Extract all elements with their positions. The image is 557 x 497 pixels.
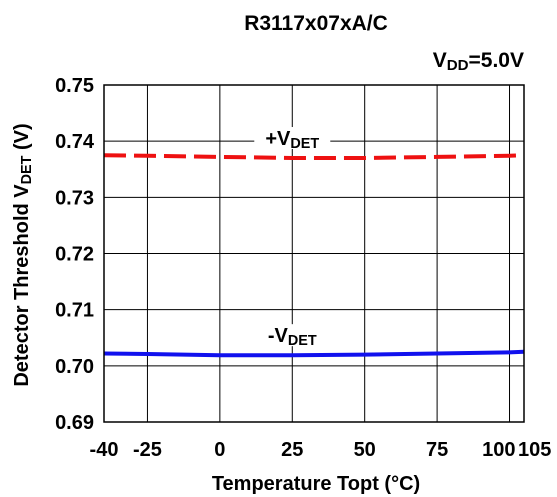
y-tick-label: 0.69 — [55, 412, 94, 434]
x-tick-label: 0 — [214, 439, 225, 461]
series-labels: +VDET -VDET — [254, 127, 331, 349]
chart-title: R3117x07xA/C — [244, 12, 388, 35]
x-tick-label: 75 — [426, 439, 448, 461]
x-tick-label: 105 — [518, 439, 551, 461]
y-tick-label: 0.72 — [55, 244, 94, 266]
y-tick-label: 0.70 — [55, 356, 94, 378]
series-label-bg — [254, 324, 331, 347]
series-label: -VDET — [268, 325, 317, 349]
x-axis-label: Temperature Topt (°C) — [212, 473, 420, 495]
x-tick-label: -40 — [90, 439, 119, 461]
x-tick-label: 25 — [281, 439, 303, 461]
y-tick-label: 0.75 — [55, 75, 94, 97]
y-axis-label: Detector Threshold VDET (V) — [11, 123, 35, 386]
y-tick-label: 0.74 — [55, 131, 95, 153]
y-tick-label: 0.71 — [55, 300, 94, 322]
x-tick-label: 100 — [482, 439, 515, 461]
series-layer — [103, 153, 525, 358]
condition-label: VDD=5.0V — [433, 49, 524, 74]
plot-frame — [103, 84, 525, 423]
x-tick-label: 50 — [354, 439, 376, 461]
y-tick-label: 0.73 — [55, 187, 94, 209]
series-label-bg — [254, 127, 331, 150]
x-tick-label: -25 — [133, 439, 162, 461]
series-label: +VDET — [265, 128, 319, 152]
tick-labels: -40 -25 0 25 50 75 100 105 0.69 0.70 0.71 0.72 0.73 0… — [55, 75, 551, 461]
series-line-1 — [103, 349, 525, 358]
series-line-0 — [103, 153, 525, 160]
